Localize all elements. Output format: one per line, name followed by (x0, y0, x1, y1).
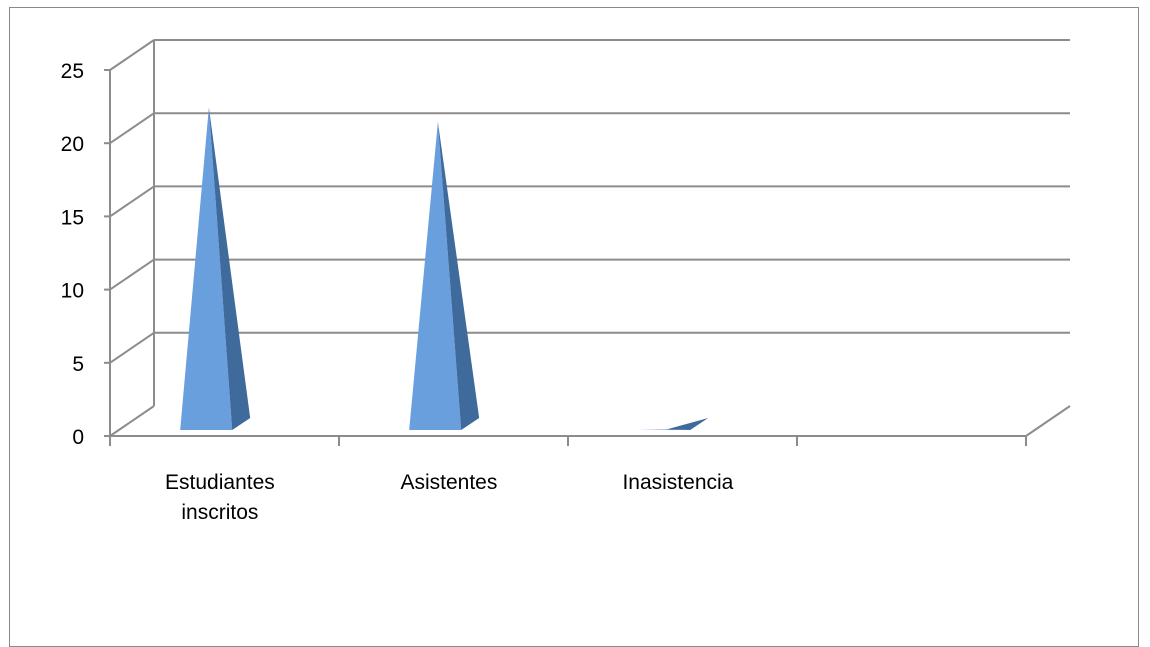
y-tick-label: 15 (61, 206, 84, 229)
x-category-label-line: inscritos (181, 501, 258, 524)
x-category-labels: Estudiantes inscritos Asistentes Inasistenc… (165, 471, 734, 524)
side-gridline (109, 185, 155, 218)
bars (180, 107, 709, 431)
axes (104, 40, 1071, 446)
y-tick-label: 10 (61, 280, 84, 303)
y-tick-label: 25 (61, 60, 84, 83)
x-category-label-line: Asistentes (400, 471, 497, 494)
bar (638, 418, 709, 430)
side-gridline (109, 331, 155, 364)
gridlines (109, 39, 1070, 437)
y-tick-label: 20 (61, 133, 84, 156)
floor-right-edge (1025, 405, 1071, 437)
x-category-label: Asistentes (400, 471, 497, 494)
side-gridline (109, 39, 155, 71)
side-gridline (109, 405, 155, 437)
x-category-label: Estudiantes inscritos (165, 471, 275, 524)
bar-front-face (409, 121, 462, 431)
bar (180, 107, 251, 430)
side-gridline (109, 258, 155, 291)
bar-front-face (180, 107, 233, 430)
bar-side-face (666, 418, 709, 430)
bar (409, 121, 480, 431)
x-category-label-line: Estudiantes (165, 471, 275, 494)
x-category-label-line: Inasistencia (622, 471, 733, 494)
bar-side-face (437, 121, 480, 431)
side-gridline (109, 112, 155, 145)
bar-front-face (638, 429, 691, 430)
x-category-label: Inasistencia (622, 471, 733, 494)
y-tick-label: 5 (72, 353, 84, 376)
y-tick-label: 0 (72, 426, 84, 449)
y-tick-labels: 0 5 10 15 20 25 (61, 60, 84, 449)
bar-side-face (208, 107, 251, 430)
